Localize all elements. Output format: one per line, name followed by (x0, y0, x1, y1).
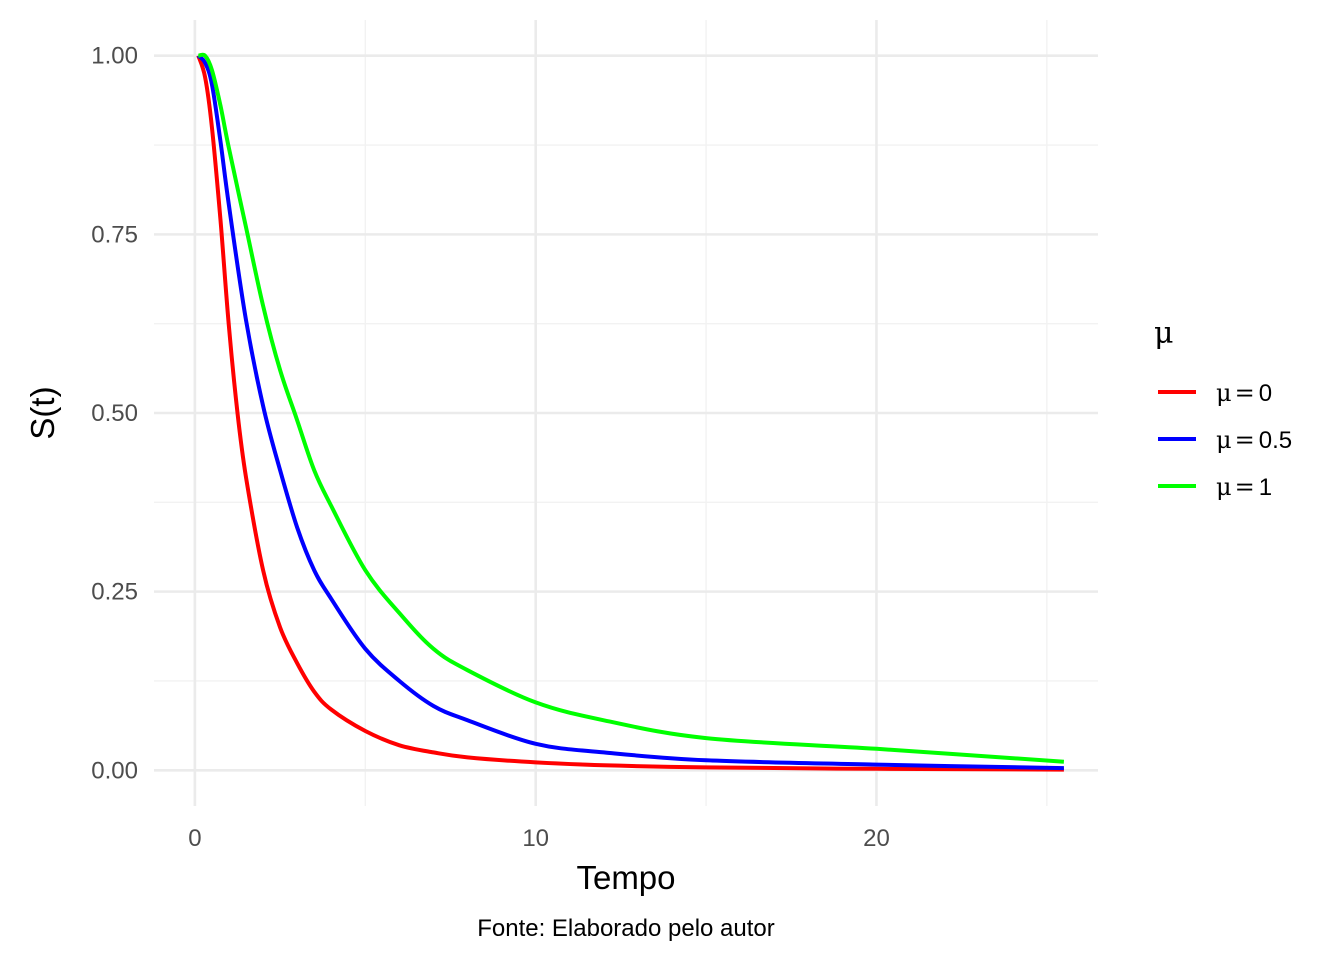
legend: μ μ = 0 μ = 0.5 μ = 1 (1154, 316, 1292, 501)
series-line (197, 52, 1065, 764)
y-tick-label: 1.00 (91, 43, 138, 70)
major-gridlines (154, 20, 1098, 806)
legend-label: μ = 0.5 (1216, 426, 1292, 454)
series-line (196, 54, 1064, 771)
series-line (196, 55, 1064, 772)
x-axis-ticks: 0 10 20 (188, 825, 890, 852)
x-tick-label: 20 (863, 825, 890, 852)
figure-caption: Fonte: Elaborado pelo autor (477, 915, 775, 942)
x-tick-label: 10 (522, 825, 549, 852)
x-tick-label: 0 (188, 825, 201, 852)
legend-label: μ = 0 (1216, 379, 1272, 407)
y-tick-label: 0.00 (91, 757, 138, 784)
series-lines (196, 52, 1065, 772)
y-axis-title: S(t) (24, 386, 61, 439)
y-tick-label: 0.25 (91, 579, 138, 606)
y-tick-label: 0.50 (91, 400, 138, 427)
y-axis-ticks: 0.00 0.25 0.50 0.75 1.00 (91, 43, 138, 785)
x-axis-title: Tempo (576, 859, 675, 896)
legend-entries: μ = 0 μ = 0.5 μ = 1 (1158, 379, 1292, 501)
legend-label: μ = 1 (1216, 473, 1272, 501)
legend-title: μ (1154, 316, 1174, 351)
y-tick-label: 0.75 (91, 221, 138, 248)
